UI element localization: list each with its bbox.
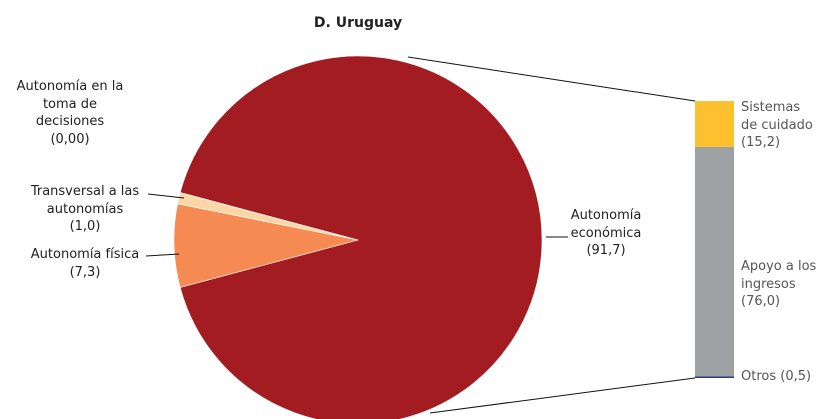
pie-label: Transversal a las autonomías (1,0) — [30, 183, 140, 236]
value-label: (91,7) — [586, 243, 626, 258]
value-label: (76,0) — [741, 294, 781, 309]
pie-label: Autonomía física (7,3) — [20, 246, 150, 281]
bar-label: Otros (0,5) — [741, 368, 831, 386]
pie-slice — [180, 192, 359, 241]
value-label: (0,00) — [50, 131, 90, 147]
chart-title: D. Uruguay — [313, 15, 403, 31]
value-label: (1,0) — [69, 219, 101, 234]
bar-label: Sistemas de cuidado (15,2) — [741, 99, 819, 152]
leader-line — [147, 193, 185, 199]
category-label: Autonomía en la toma de decisiones — [16, 79, 124, 129]
category-label: Autonomía económica — [570, 208, 642, 241]
category-label: Autonomía física — [30, 247, 140, 262]
category-label: Transversal a las autonomías — [30, 184, 140, 217]
bar-segment — [695, 101, 734, 147]
category-label: Apoyo a los ingresos — [741, 259, 817, 292]
category-label: Otros — [741, 369, 777, 385]
value-label: (7,3) — [69, 264, 101, 280]
leader-line — [145, 253, 180, 257]
bar-segment — [695, 146, 734, 377]
value-label: (0,5) — [780, 369, 812, 385]
bar-segment — [695, 376, 734, 378]
value-label: (15,2) — [741, 135, 781, 150]
pie-slice — [179, 55, 543, 419]
connector-line — [407, 56, 696, 102]
category-label: Sistemas de cuidado — [741, 100, 813, 133]
bar-label: Apoyo a los ingresos (76,0) — [741, 258, 819, 311]
pie-label: Autonomía en la toma de decisiones (0,00) — [10, 78, 130, 148]
pie-label: Autonomía económica (91,7) — [561, 207, 651, 260]
connector-line — [429, 377, 696, 414]
